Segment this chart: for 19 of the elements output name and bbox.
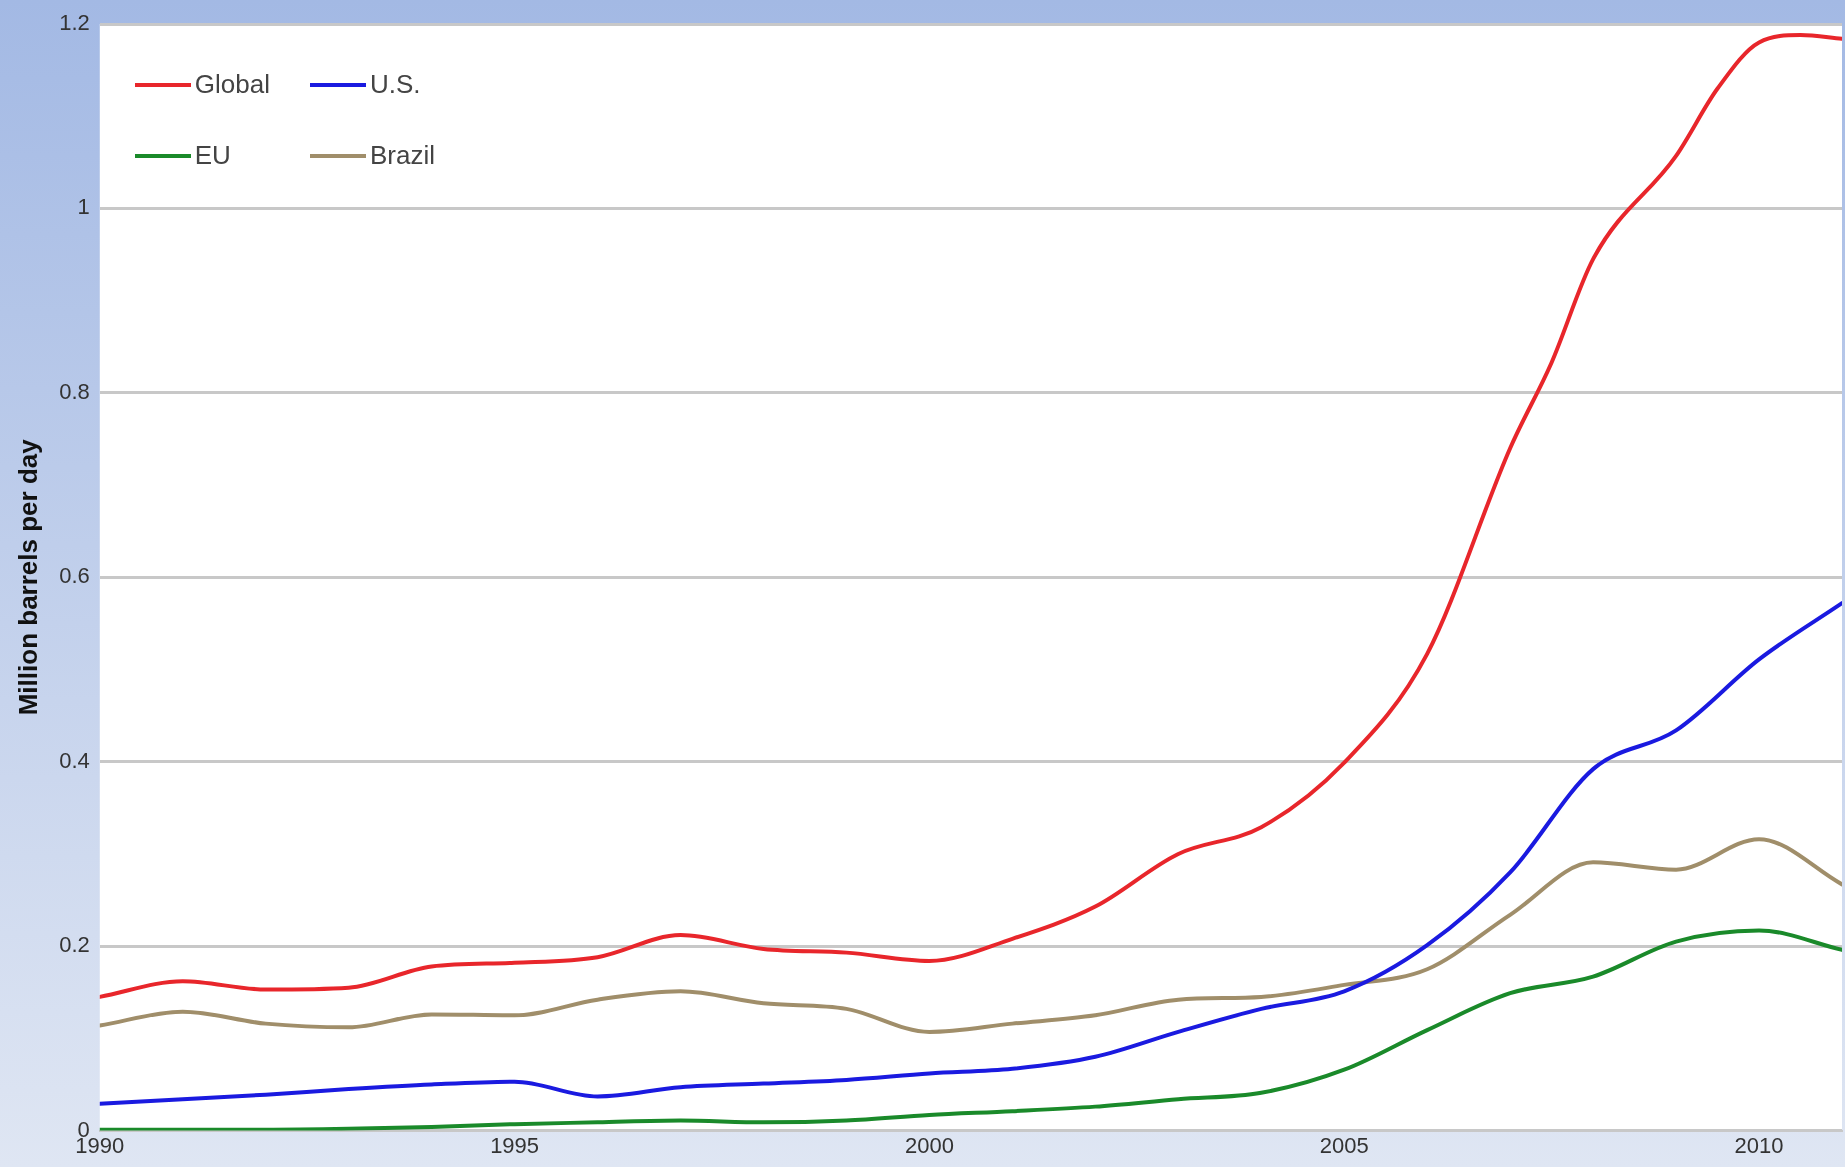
legend-label: Global <box>194 69 270 100</box>
x-tick-label: 2005 <box>1319 1132 1369 1158</box>
y-axis-title: Million barrels per day <box>12 438 43 716</box>
y-tick-label: 0.2 <box>59 932 90 958</box>
y-tick-label: 0.8 <box>59 378 90 404</box>
line-series <box>99 601 1842 1106</box>
y-tick-label: 1.2 <box>59 10 90 36</box>
legend-label: U.S. <box>369 69 421 100</box>
x-tick-label: 2000 <box>904 1132 954 1158</box>
line-series <box>99 928 1842 1131</box>
y-tick-label: 1 <box>77 194 90 220</box>
legend-label: EU <box>194 140 231 171</box>
x-tick-label: 2010 <box>1734 1132 1784 1158</box>
y-tick-label: 0.6 <box>59 563 90 589</box>
legend-label: Brazil <box>369 140 435 171</box>
line-series <box>99 837 1842 1034</box>
y-tick-label: 0.4 <box>59 747 90 773</box>
x-tick-label: 1995 <box>490 1132 540 1158</box>
line-series <box>99 33 1842 999</box>
